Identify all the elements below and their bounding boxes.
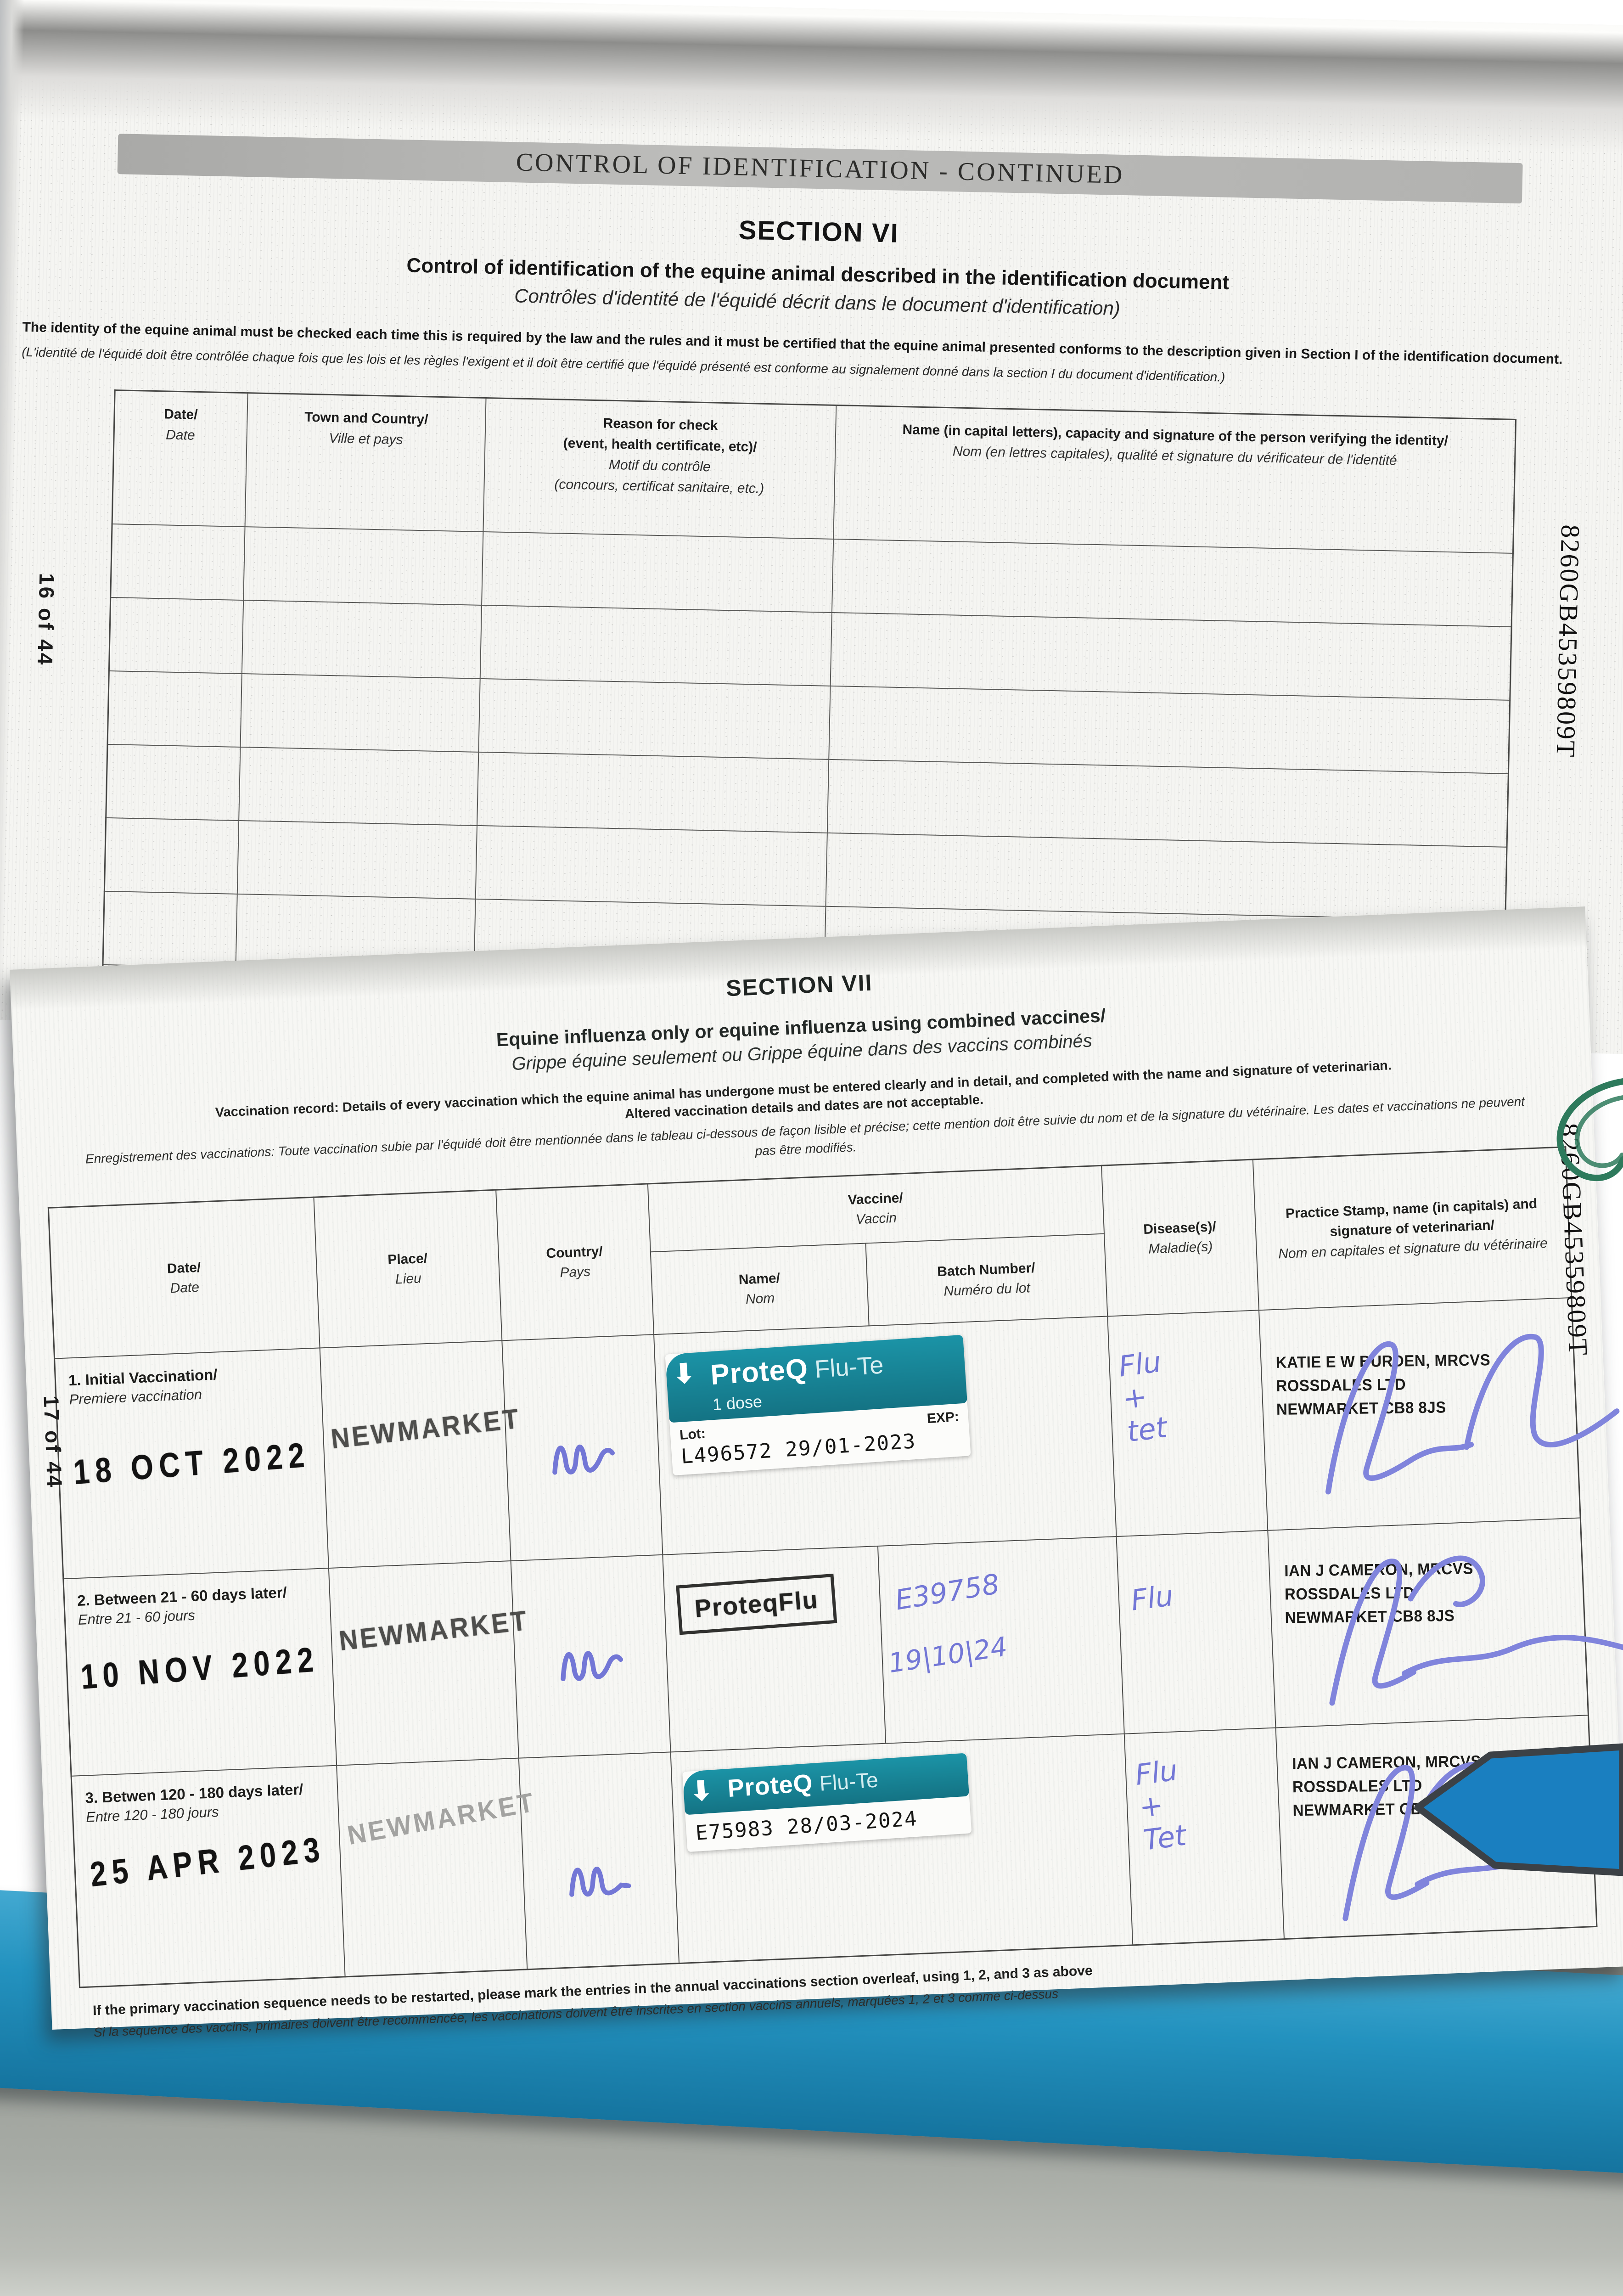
t6-empty-cell xyxy=(478,678,831,760)
sticker-brand: ProteQ xyxy=(709,1353,809,1391)
vaccine-sticker: ⬇ ProteQ Flu-Te E75983 28/03-2024 xyxy=(682,1753,972,1852)
t7-col-vaccine-name: Name/ Nom xyxy=(650,1243,869,1335)
t6-empty-cell xyxy=(481,531,834,613)
row2-practice-stamp: IAN J CAMERON, MRCVS ROSSDALES LTD NEWMA… xyxy=(1270,1523,1582,1630)
row3-disease-handwriting: Flu + Tet xyxy=(1133,1753,1188,1857)
t7-col-batch: Batch Number/ Numéro du lot xyxy=(865,1233,1107,1326)
t7-col-country: Country/ Pays xyxy=(496,1184,654,1341)
t6-col-reason: Reason for check (event, health certific… xyxy=(483,398,837,539)
t6-empty-cell xyxy=(104,817,239,894)
row2-vaccine-name-cell: ProteqFlu xyxy=(663,1546,886,1752)
row2-disease-handwriting: Flu xyxy=(1129,1578,1175,1618)
page-curl-shadow xyxy=(0,0,1623,154)
t6-col-date-en: Date/ xyxy=(163,406,198,422)
row1-stamp-line3: NEWMARKET CB8 8JS xyxy=(1276,1398,1447,1418)
row1-stamp-cell: KATIE E W BURDEN, MRCVS ROSSDALES LTD NE… xyxy=(1259,1298,1620,1531)
page-number: 16 of 44 xyxy=(33,573,59,667)
row2-batch-handwriting: E39758 xyxy=(893,1568,1002,1617)
document-code: 8260GB45359809T xyxy=(1550,524,1586,759)
t7-col-date: Date/ Date xyxy=(48,1197,320,1359)
paperclip-icon xyxy=(1556,1078,1623,1182)
row2-stamp-line3: NEWMARKET CB8 8JS xyxy=(1285,1606,1455,1627)
row2-batch-cell: E39758 19|10|24 xyxy=(878,1536,1124,1744)
row3-place-stamp: NEWMARKET xyxy=(345,1786,538,1851)
row3-country-handwriting-icon xyxy=(569,1867,631,1897)
row1-country-cell xyxy=(502,1334,663,1561)
folder-arrow-tab xyxy=(1414,1743,1623,1876)
t6-empty-cell xyxy=(475,825,827,906)
sticker-arrow-icon: ⬇ xyxy=(689,1775,713,1807)
t6-empty-cell xyxy=(107,670,242,747)
row3-date-cell: 3. Betwen 120 - 180 days later/ Entre 12… xyxy=(71,1765,345,1987)
row1-place-stamp: NEWMARKET xyxy=(329,1402,522,1455)
t7-col-place: Place/ Lieu xyxy=(314,1190,502,1348)
t6-empty-cell xyxy=(102,891,237,968)
row2-batch-date-handwriting: 19|10|24 xyxy=(887,1631,1010,1679)
t6-empty-cell xyxy=(480,605,832,686)
sticker-variant: Flu-Te xyxy=(818,1767,879,1796)
row2-place-stamp: NEWMARKET xyxy=(337,1604,531,1657)
row2-country-handwriting-icon xyxy=(561,1651,623,1682)
row1-disease-handwriting: Flu + tet xyxy=(1116,1345,1169,1449)
row3-country-cell xyxy=(518,1752,679,1970)
t6-empty-cell xyxy=(477,752,829,833)
row1-practice-stamp: KATIE E W BURDEN, MRCVS ROSSDALES LTD NE… xyxy=(1262,1303,1574,1422)
sticker-arrow-icon: ⬇ xyxy=(671,1358,696,1390)
t6-empty-cell xyxy=(237,820,477,899)
t6-col-town-fr: Ville et pays xyxy=(329,430,403,448)
sticker-exp-label: EXP: xyxy=(926,1409,960,1427)
row2-country-cell xyxy=(511,1555,671,1758)
row1-date-stamp: 18 OCT 2022 xyxy=(72,1435,312,1492)
t6-col-name: Name (in capital letters), capacity and … xyxy=(833,405,1516,553)
t6-empty-cell xyxy=(243,526,483,605)
vaccination-table: Date/ Date Place/ Lieu Country/ Pays Vac… xyxy=(47,1146,1623,1988)
section6-page: CONTROL OF IDENTIFICATION - CONTINUED SE… xyxy=(0,0,1623,1068)
t6-empty-cell xyxy=(831,539,1513,627)
sticker-variant: Flu-Te xyxy=(814,1351,884,1384)
t6-empty-cell xyxy=(827,759,1508,847)
t6-empty-cell xyxy=(240,673,480,752)
page-number: 17 of 44 xyxy=(39,1395,67,1490)
row1-disease-cell: Flu + tet xyxy=(1107,1310,1268,1537)
t6-empty-cell xyxy=(830,612,1511,700)
row1-date-cell: 1. Initial Vaccination/ Premiere vaccina… xyxy=(54,1348,329,1579)
row2-place-cell: NEWMARKET xyxy=(329,1561,530,1766)
row1-country-handwriting-icon xyxy=(552,1445,615,1475)
row1-place-cell: NEWMARKET xyxy=(320,1340,522,1569)
row3-vaccine-cell: ⬇ ProteQ Flu-Te E75983 28/03-2024 xyxy=(670,1734,1133,1964)
section7-page: SECTION VII Equine influenza only or equ… xyxy=(10,906,1623,2039)
t6-empty-cell xyxy=(108,597,244,674)
row3-disease-cell: Flu + Tet xyxy=(1124,1728,1285,1945)
t7-col-disease: Disease(s)/ Maladie(s) xyxy=(1101,1159,1259,1317)
t6-col-date: Date/ Date xyxy=(112,390,248,527)
sticker-lot-label: Lot: xyxy=(679,1426,706,1443)
t6-empty-cell xyxy=(826,833,1507,921)
t6-empty-cell xyxy=(828,686,1510,774)
row2-date-stamp: 10 NOV 2022 xyxy=(79,1639,321,1697)
torn-edge xyxy=(0,0,25,1020)
t6-empty-cell xyxy=(106,744,241,821)
row1-vaccine-cell: ⬇ ProteQ Flu-Te 1 dose Lot: EXP: L496572… xyxy=(653,1316,1117,1555)
t6-empty-cell xyxy=(110,523,245,600)
row2-disease-cell: Flu xyxy=(1116,1531,1276,1734)
t6-col-date-fr: Date xyxy=(165,427,195,443)
t6-col-town: Town and Country/ Ville et pays xyxy=(245,393,486,532)
row3-place-cell: NEWMARKET xyxy=(337,1758,538,1977)
row2-vaccine-stamp: ProteqFlu xyxy=(675,1574,837,1635)
sticker-brand: ProteQ xyxy=(726,1769,814,1803)
row2-date-cell: 2. Between 21 - 60 days later/ Entre 21 … xyxy=(63,1568,337,1777)
t6-empty-cell xyxy=(239,747,479,826)
row2-stamp-cell: IAN J CAMERON, MRCVS ROSSDALES LTD NEWMA… xyxy=(1268,1518,1623,1728)
t6-empty-cell xyxy=(241,600,482,679)
row3-date-stamp: 25 APR 2023 xyxy=(88,1829,327,1894)
vaccine-sticker: ⬇ ProteQ Flu-Te 1 dose Lot: EXP: L496572… xyxy=(665,1334,971,1476)
